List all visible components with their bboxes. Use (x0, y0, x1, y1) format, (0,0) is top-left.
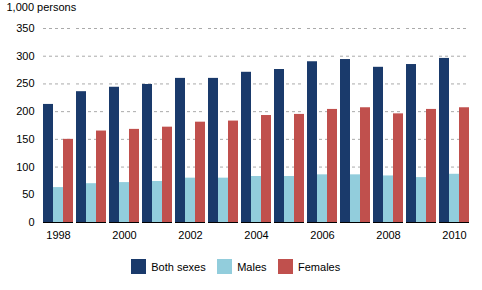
svg-text:2010: 2010 (442, 229, 466, 241)
svg-text:350: 350 (16, 22, 34, 34)
svg-text:250: 250 (16, 77, 34, 89)
svg-text:2004: 2004 (244, 229, 268, 241)
svg-text:1,000 persons: 1,000 persons (7, 1, 77, 13)
svg-text:2002: 2002 (178, 229, 202, 241)
svg-text:0: 0 (28, 216, 34, 228)
svg-text:2008: 2008 (376, 229, 400, 241)
svg-text:2000: 2000 (112, 229, 136, 241)
svg-text:1998: 1998 (46, 229, 70, 241)
html-text:Both sexes: Both sexes (151, 260, 206, 273)
svg-text:50: 50 (22, 188, 34, 200)
html-text:Males: Males (237, 260, 267, 273)
html-text:Females: Females (298, 260, 341, 273)
svg-text:200: 200 (16, 105, 34, 117)
svg-text:150: 150 (16, 133, 34, 145)
svg-text:100: 100 (16, 161, 34, 173)
svg-text:300: 300 (16, 50, 34, 62)
svg-text:2006: 2006 (310, 229, 334, 241)
